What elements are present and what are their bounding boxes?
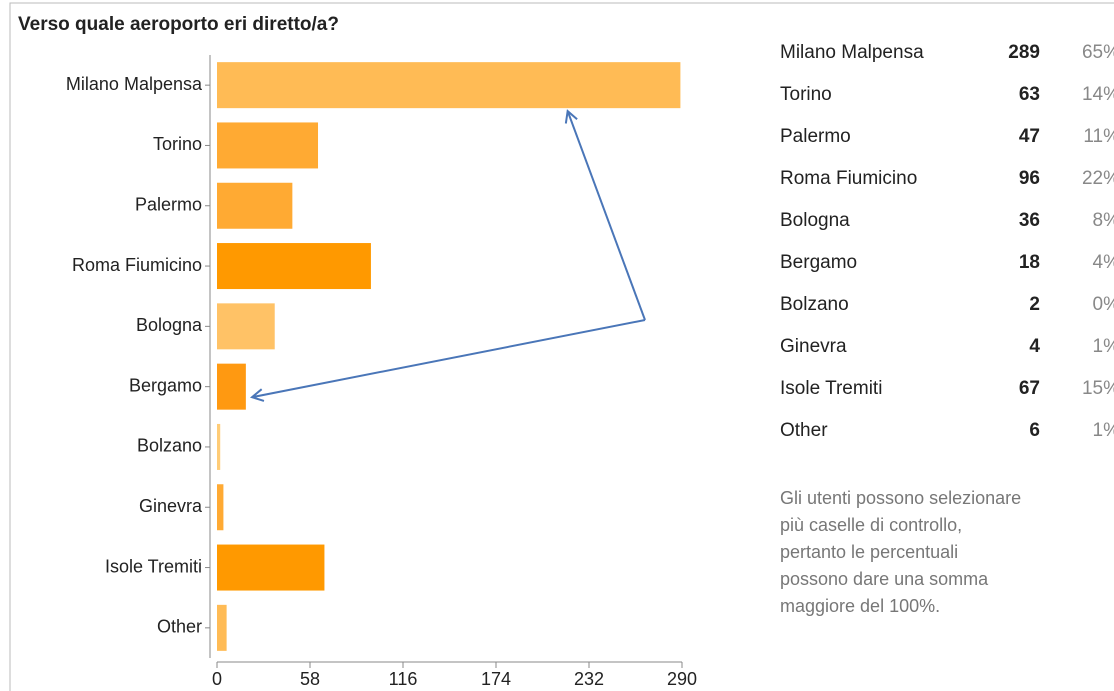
bar xyxy=(217,363,246,410)
plot: 0 58 116 174 232 290 Milano Malpensa Milano Mal… xyxy=(66,42,1114,689)
table-name: Bologna xyxy=(780,210,850,231)
bar xyxy=(217,604,227,651)
bar xyxy=(217,62,681,109)
arrow xyxy=(253,319,646,397)
y-tick-label: Bologna xyxy=(136,315,203,335)
note: pertanto le percentuali xyxy=(780,542,958,562)
table-name: Palermo xyxy=(780,126,851,147)
table-count: 4 xyxy=(1029,336,1040,357)
table-percent: 65% xyxy=(1082,42,1114,63)
bar xyxy=(217,484,224,531)
table-percent: 8% xyxy=(1093,210,1114,231)
table-count: 67 xyxy=(1019,378,1040,399)
table-percent: 14% xyxy=(1082,84,1114,105)
table-name: Isole Tremiti xyxy=(780,378,882,399)
y-tick-label: Bolzano xyxy=(137,436,202,456)
bar xyxy=(217,243,371,290)
table-name: Bolzano xyxy=(780,294,849,315)
note: possono dare una somma xyxy=(780,569,989,589)
table-percent: 1% xyxy=(1093,420,1114,441)
bar xyxy=(217,544,325,591)
x-tick-label: 0 xyxy=(212,669,222,689)
table-percent: 15% xyxy=(1082,378,1114,399)
note: maggiore del 100%. xyxy=(780,596,940,616)
chart-title: Verso quale aeroporto eri diretto/a? xyxy=(18,14,339,35)
table-count: 63 xyxy=(1019,84,1040,105)
x-tick-label: 290 xyxy=(667,669,697,689)
note: più caselle di controllo, xyxy=(780,515,962,535)
table-name: Milano Malpensa xyxy=(780,42,924,63)
y-tick-label: Bergamo xyxy=(129,375,202,395)
bar xyxy=(217,423,221,470)
bar xyxy=(217,303,275,350)
table-percent: 1% xyxy=(1093,336,1114,357)
y-tick-label: Other xyxy=(157,617,202,637)
table-count: 36 xyxy=(1019,210,1040,231)
x-tick-label: 232 xyxy=(574,669,604,689)
frame xyxy=(9,2,1114,691)
table-count: 96 xyxy=(1019,168,1040,189)
table-name: Ginevra xyxy=(780,336,847,357)
note: Gli utenti possono selezionare xyxy=(780,488,1021,508)
x-tick-label: 116 xyxy=(389,669,418,689)
y-tick-label: Palermo xyxy=(135,195,202,215)
bar xyxy=(217,182,293,229)
table-percent: 11% xyxy=(1083,126,1114,147)
table-count: 289 xyxy=(1008,42,1040,63)
x-tick-label: 58 xyxy=(300,669,320,689)
x-tick-label: 174 xyxy=(481,669,511,689)
y-tick-label: Isole Tremiti xyxy=(105,556,202,576)
table-percent: 22% xyxy=(1082,168,1114,189)
bar xyxy=(217,122,319,169)
table-name: Roma Fiumicino xyxy=(780,168,917,189)
table-name: Torino xyxy=(780,84,832,105)
table-count: 6 xyxy=(1029,420,1040,441)
y-tick-label: Milano Malpensa xyxy=(66,74,203,94)
table-count: 47 xyxy=(1019,126,1040,147)
y-tick-label: Ginevra xyxy=(139,496,203,516)
table-percent: 4% xyxy=(1093,252,1114,273)
table-name: Other xyxy=(780,420,828,441)
y-tick-label: Roma Fiumicino xyxy=(72,255,202,275)
arrow xyxy=(568,112,646,321)
y-tick-label: Torino xyxy=(153,134,202,154)
table-name: Bergamo xyxy=(780,252,857,273)
table-count: 18 xyxy=(1019,252,1040,273)
table-count: 2 xyxy=(1029,294,1040,315)
table-percent: 0% xyxy=(1093,294,1114,315)
